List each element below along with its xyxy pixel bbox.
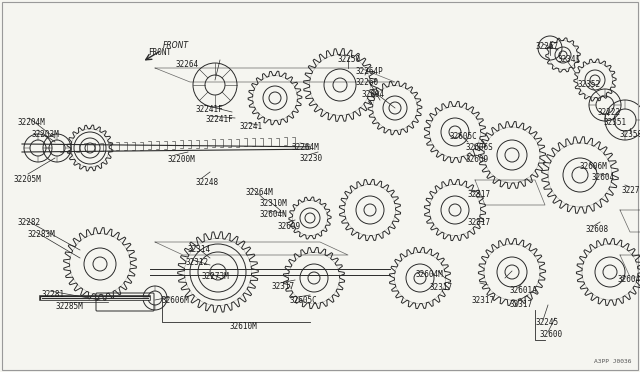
Text: 32241F: 32241F bbox=[205, 115, 233, 124]
Text: 32351: 32351 bbox=[604, 118, 627, 127]
Text: 32604N: 32604N bbox=[260, 210, 288, 219]
Text: 32608: 32608 bbox=[585, 225, 608, 234]
Text: 32317: 32317 bbox=[472, 296, 495, 305]
Text: 32241F: 32241F bbox=[196, 105, 224, 114]
Text: 32245: 32245 bbox=[535, 318, 558, 327]
Text: 32264: 32264 bbox=[176, 60, 199, 69]
Text: FRONT: FRONT bbox=[163, 42, 189, 51]
Text: 32600: 32600 bbox=[540, 330, 563, 339]
Text: A3PP J0036: A3PP J0036 bbox=[595, 359, 632, 364]
Text: 32230: 32230 bbox=[300, 154, 323, 163]
Text: 32604: 32604 bbox=[592, 173, 615, 182]
Text: 32248: 32248 bbox=[195, 178, 218, 187]
Text: 32606S: 32606S bbox=[466, 143, 493, 152]
Text: 32317: 32317 bbox=[510, 300, 533, 309]
Text: 32310M: 32310M bbox=[260, 199, 288, 208]
Text: 32270: 32270 bbox=[622, 186, 640, 195]
Text: 32241: 32241 bbox=[240, 122, 263, 131]
Text: 32609: 32609 bbox=[278, 222, 301, 231]
Text: 32267: 32267 bbox=[535, 42, 558, 51]
Text: 32250: 32250 bbox=[338, 55, 361, 64]
Text: 32273M: 32273M bbox=[202, 272, 230, 281]
Text: 32610M: 32610M bbox=[230, 322, 258, 331]
Text: 32200M: 32200M bbox=[168, 155, 196, 164]
Text: 32204M: 32204M bbox=[18, 118, 45, 127]
Text: FRONT: FRONT bbox=[148, 48, 171, 57]
Text: 32606M: 32606M bbox=[162, 296, 189, 305]
Text: 32350M: 32350M bbox=[620, 130, 640, 139]
Text: 32341: 32341 bbox=[557, 55, 580, 64]
Text: 32604M: 32604M bbox=[416, 270, 444, 279]
Text: 32317: 32317 bbox=[468, 218, 491, 227]
Text: 32604M: 32604M bbox=[618, 275, 640, 284]
Text: 32222: 32222 bbox=[598, 108, 621, 117]
Text: 32352: 32352 bbox=[578, 80, 601, 89]
Text: 32264P: 32264P bbox=[355, 67, 383, 76]
Text: 32317: 32317 bbox=[430, 283, 453, 292]
Text: 32317: 32317 bbox=[468, 190, 491, 199]
Text: 32264M: 32264M bbox=[245, 188, 273, 197]
Text: 32605C: 32605C bbox=[290, 296, 317, 305]
Text: 32283M: 32283M bbox=[28, 230, 56, 239]
Text: 32203M: 32203M bbox=[32, 130, 60, 139]
Text: 32609: 32609 bbox=[466, 155, 489, 164]
Text: 32312: 32312 bbox=[186, 258, 209, 267]
Text: 32601A: 32601A bbox=[510, 286, 538, 295]
Text: 32285M: 32285M bbox=[56, 302, 84, 311]
Text: 32606M: 32606M bbox=[580, 162, 608, 171]
Text: 32281: 32281 bbox=[42, 290, 65, 299]
Text: 32604: 32604 bbox=[362, 90, 385, 99]
Text: 32605C: 32605C bbox=[450, 132, 477, 141]
Text: 32314: 32314 bbox=[188, 245, 211, 254]
Text: 32205M: 32205M bbox=[14, 175, 42, 184]
Text: 32260: 32260 bbox=[355, 78, 378, 87]
Text: 32317: 32317 bbox=[272, 282, 295, 291]
Text: 32282: 32282 bbox=[18, 218, 41, 227]
Text: 32264M: 32264M bbox=[292, 143, 320, 152]
